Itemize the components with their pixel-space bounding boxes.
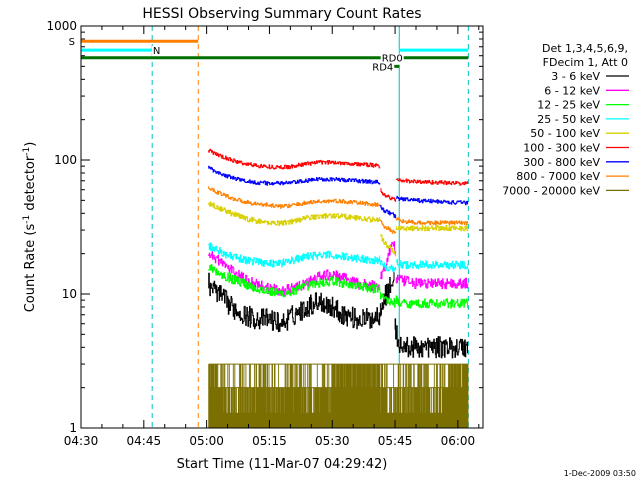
series-trace-1-segment-1 — [379, 241, 397, 280]
y-axis-label-sup1: -1 — [22, 215, 32, 224]
y-axis-label: Count Rate (s-1 detector-1) — [22, 142, 38, 313]
series-trace-4-segment-0 — [208, 201, 381, 226]
flag-label-background-n — [151, 46, 162, 58]
x-tick-label-4: 05:30 — [315, 434, 350, 448]
plot-content — [81, 26, 469, 428]
series-trace-7-segment-2 — [395, 217, 469, 226]
legend-header-2: FDecim 1, Att 0 — [543, 56, 628, 69]
flag-label-rd0: RD0 — [382, 54, 403, 65]
x-axis-label: Start Time (11-Mar-07 04:29:42) — [177, 457, 388, 472]
series-trace-6-segment-1 — [379, 204, 397, 219]
series-trace-5-segment-1 — [380, 188, 397, 202]
y-tick-label-1: 10 — [62, 287, 77, 301]
x-tick-label-5: 05:45 — [378, 434, 413, 448]
x-axis: 04:30 04:45 05:00 05:15 05:30 05:45 06:00 — [64, 26, 480, 448]
y-tick-label-3: 1000 — [46, 19, 77, 33]
series-trace-0-segment-0 — [208, 272, 381, 333]
legend-label-8: 7000 - 20000 keV — [502, 184, 600, 197]
series-trace-3-segment-0 — [208, 242, 381, 268]
series-trace-4-segment-2 — [395, 225, 469, 232]
series-7000-20000-kev-trace — [208, 364, 469, 428]
series-trace-5-segment-0 — [208, 148, 381, 170]
series-trace-4-segment-1 — [379, 234, 397, 257]
series-trace-3-segment-2 — [395, 259, 469, 270]
footer-timestamp: 1-Dec-2009 03:50 — [564, 469, 636, 478]
series-trace-7-segment-1 — [379, 219, 397, 234]
series-trace-6-segment-0 — [208, 165, 381, 186]
series-12-25kev-2 — [208, 264, 469, 309]
y-axis-label-mid: detector — [23, 155, 38, 215]
legend-label-0: 3 - 6 keV — [551, 70, 600, 83]
x-tick-label-0: 04:30 — [64, 434, 99, 448]
y-tick-label-2: 100 — [54, 153, 77, 167]
legend: Det 1,3,4,5,6,9, FDecim 1, Att 0 3 - 6 k… — [502, 42, 629, 197]
legend-label-2: 12 - 25 keV — [537, 99, 600, 112]
flag-label-background-rd0 — [380, 53, 404, 65]
series-7000-20000-kev — [208, 363, 469, 428]
series-trace-3-segment-1 — [379, 260, 397, 273]
legend-label-5: 100 - 300 keV — [523, 142, 600, 155]
series-trace-2-segment-1 — [379, 291, 397, 308]
y-axis-label-main: Count Rate (s — [23, 224, 38, 313]
legend-label-6: 300 - 800 keV — [523, 156, 600, 169]
x-tick-label-2: 05:00 — [189, 434, 224, 448]
legend-label-4: 50 - 100 keV — [530, 127, 600, 140]
legend-label-1: 6 - 12 keV — [544, 84, 600, 97]
x-tick-label-3: 05:15 — [252, 434, 287, 448]
y-axis: 1 10 100 1000 — [46, 19, 483, 435]
flag-label-s: S — [69, 37, 75, 48]
series-trace-1-segment-2 — [395, 274, 469, 290]
plot-frame — [80, 25, 484, 429]
flag-label-background-rd4 — [371, 62, 395, 74]
flag-label-rd4: RD4 — [372, 62, 393, 73]
y-axis-label-sup2: -1 — [22, 147, 32, 156]
flag-label-n: N — [153, 46, 160, 57]
x-tick-label-1: 04:45 — [127, 434, 162, 448]
series-300-800kev-6 — [208, 165, 469, 219]
series-trace-2-segment-2 — [395, 295, 469, 309]
series-50-100kev-4 — [208, 201, 469, 257]
x-tick-label-6: 06:00 — [441, 434, 476, 448]
series-100-300kev-5 — [208, 148, 469, 202]
plot-area — [81, 26, 469, 428]
series-trace-6-segment-2 — [395, 195, 469, 206]
series-trace-7-segment-0 — [208, 186, 381, 209]
legend-label-7: 800 - 7000 keV — [516, 170, 600, 183]
y-tick-label-0: 1 — [69, 421, 77, 435]
series-trace-2-segment-0 — [208, 264, 381, 298]
y-axis-label-end: ) — [23, 142, 38, 147]
series-800-7000kev-7 — [208, 186, 469, 234]
series-25-50kev-3 — [208, 242, 469, 273]
series-trace-0-segment-2 — [394, 318, 468, 359]
series-trace-5-segment-2 — [395, 178, 469, 186]
legend-header-1: Det 1,3,4,5,6,9, — [542, 42, 628, 55]
chart-title: HESSI Observing Summary Count Rates — [142, 6, 421, 22]
legend-label-3: 25 - 50 keV — [537, 113, 600, 126]
